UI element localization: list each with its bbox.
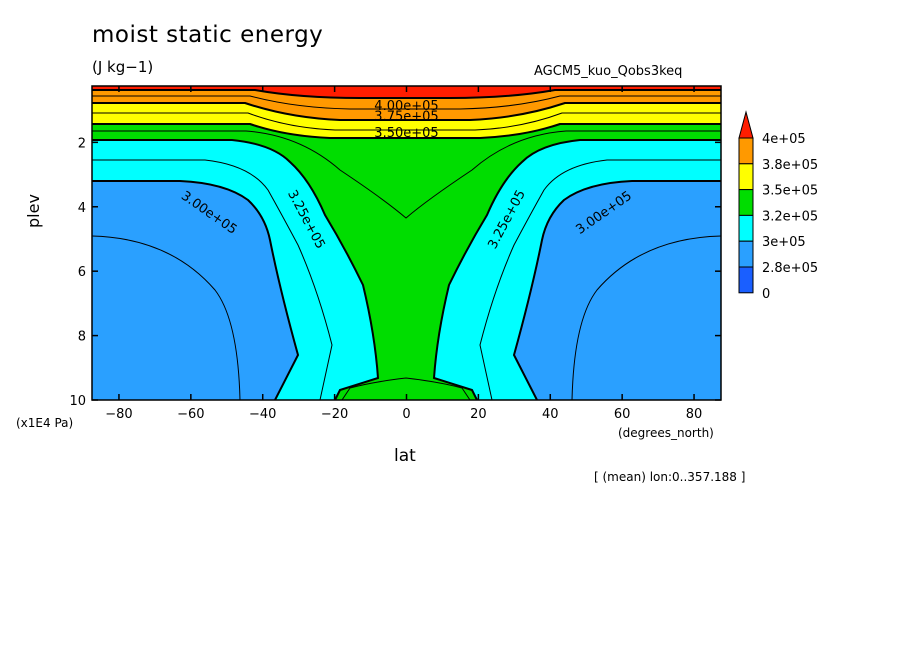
x-tick-label: −60 xyxy=(177,407,204,422)
colorbar-swatch xyxy=(738,163,754,191)
colorbar-swatch xyxy=(738,214,754,242)
colorbar-arrow xyxy=(738,110,754,139)
colorbar: 4e+05 3.8e+05 3.5e+05 3.2e+05 3e+05 2.8e+05 0 xyxy=(738,110,818,302)
x-tick-label: −40 xyxy=(249,407,276,422)
contour-line xyxy=(92,235,241,400)
contour-line xyxy=(341,377,471,400)
colorbar-label: 3.2e+05 xyxy=(762,209,818,224)
contour-fills xyxy=(92,86,721,400)
x-tick-label: 60 xyxy=(614,407,631,422)
contour-line xyxy=(479,159,721,400)
fill-band-blue-left xyxy=(92,181,298,400)
x-tick-label: 80 xyxy=(686,407,703,422)
chart-units: (J kg−1) xyxy=(92,58,154,76)
contour-line xyxy=(92,130,721,219)
x-axis: −80 −60 −40 −20 0 20 40 60 80 xyxy=(105,86,702,422)
y-axis: 2 4 6 8 10 xyxy=(69,136,721,409)
y-tick-label: 8 xyxy=(78,330,86,345)
x-axis-units: (degrees_north) xyxy=(618,426,714,440)
x-tick-label: −20 xyxy=(321,407,348,422)
colorbar-swatch xyxy=(738,266,754,294)
contour-line xyxy=(92,89,721,99)
colorbar-label: 3.8e+05 xyxy=(762,158,818,173)
colorbar-swatch xyxy=(738,189,754,216)
colorbar-label: 3e+05 xyxy=(762,235,806,250)
contour-line xyxy=(432,139,721,400)
x-tick-label: 40 xyxy=(542,407,559,422)
colorbar-label: 4e+05 xyxy=(762,132,806,147)
model-name: AGCM5_kuo_Qobs3keq xyxy=(534,64,683,79)
colorbar-swatch xyxy=(738,137,754,165)
contour-line xyxy=(92,139,380,400)
colorbar-label: 2.8e+05 xyxy=(762,261,818,276)
colorbar-label: 0 xyxy=(762,287,770,302)
colorbar-swatch xyxy=(738,240,754,268)
contour-line xyxy=(92,180,300,400)
contour-line xyxy=(92,102,721,121)
y-axis-units: (x1E4 Pa) xyxy=(16,416,74,430)
colorbar-label: 3.5e+05 xyxy=(762,184,818,199)
contour-lines xyxy=(92,89,721,400)
contour-label: 3.50e+05 xyxy=(374,126,438,141)
chart-title: moist static energy xyxy=(92,22,324,48)
fill-band-blue-right xyxy=(514,181,721,400)
contour-line xyxy=(92,112,721,131)
x-axis-label: lat xyxy=(394,446,416,466)
y-tick-label: 2 xyxy=(78,136,86,151)
contour-line xyxy=(512,180,721,400)
contour-line xyxy=(571,235,721,400)
contour-label: 3.75e+05 xyxy=(374,110,438,125)
contour-line xyxy=(92,95,721,110)
x-tick-label: 0 xyxy=(402,407,410,422)
contour-label: 4.00e+05 xyxy=(374,99,438,114)
contour-line xyxy=(92,123,721,139)
footnote: [ (mean) lon:0..357.188 ] xyxy=(594,470,746,484)
contour-line xyxy=(92,159,333,400)
x-tick-label: −80 xyxy=(105,407,132,422)
y-tick-label: 10 xyxy=(69,394,86,409)
y-tick-label: 4 xyxy=(78,201,86,216)
y-tick-label: 6 xyxy=(78,265,86,280)
x-tick-label: 20 xyxy=(470,407,487,422)
